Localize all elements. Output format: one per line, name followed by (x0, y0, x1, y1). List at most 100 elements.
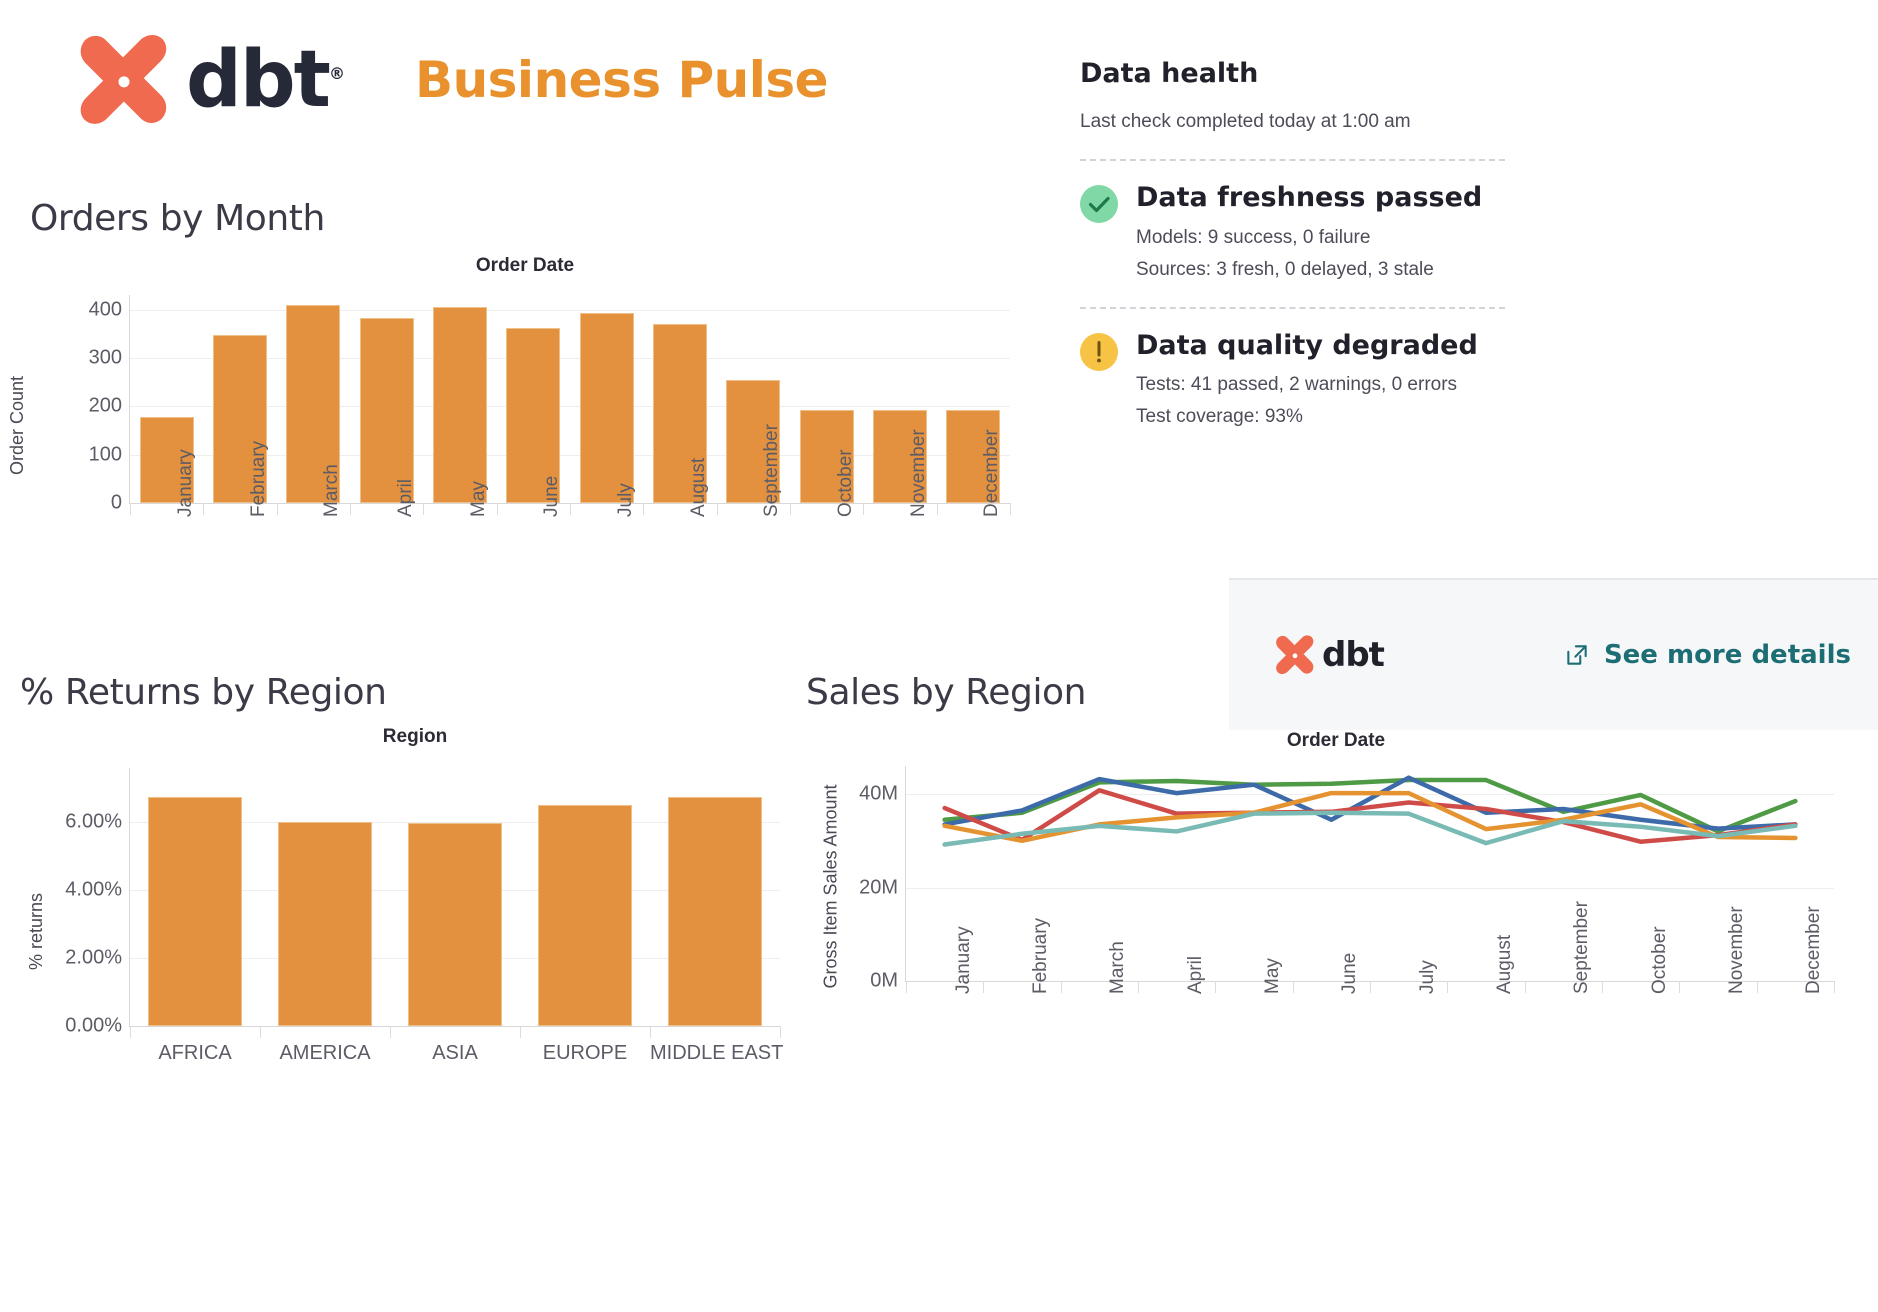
bar[interactable] (139, 416, 194, 503)
orders-x-axis: January February March April May June July Augu… (130, 424, 1010, 631)
page-title: Business Pulse (414, 51, 829, 109)
x-axis-line (129, 503, 1010, 504)
x-axis-tick-label: May (468, 481, 489, 517)
x-axis-tick (130, 503, 131, 515)
exclamation-circle-icon (1080, 332, 1118, 371)
x-axis-tick (203, 503, 205, 515)
x-axis-tick (276, 503, 278, 515)
bar[interactable] (872, 409, 928, 503)
line-series-series-green[interactable] (942, 777, 1798, 834)
sales-lines (942, 775, 1798, 847)
divider (1080, 306, 1505, 309)
y-axis-tick-label: 0M (870, 969, 898, 992)
x-axis-tick-label: November (1726, 906, 1747, 994)
bar[interactable] (359, 318, 414, 503)
x-axis-tick-label: July (1416, 960, 1438, 994)
x-axis-tick-label: December (1803, 906, 1825, 994)
x-axis-tick (260, 1026, 261, 1038)
x-axis-tick-label: February (1030, 917, 1051, 994)
y-axis-line (129, 768, 130, 1026)
returns-panel-title: % Returns by Region (20, 672, 387, 713)
see-more-details-label: See more details (1603, 640, 1851, 670)
x-axis-tick-label: January (174, 449, 196, 517)
see-more-details-card[interactable]: dbt See more details (1229, 578, 1878, 730)
returns-y-axis: 0.00% 2.00% 4.00% 6.00% (20, 768, 122, 1037)
bar[interactable] (286, 305, 341, 503)
dbt-wordmark: dbt® (186, 35, 345, 125)
line-series-series-red[interactable] (942, 788, 1798, 844)
x-axis-tick (520, 1026, 521, 1038)
data-health-subtitle: Last check completed today at 1:00 am (1080, 111, 1411, 132)
x-axis-tick (1834, 981, 1835, 993)
quality-headline: Data quality degraded (1136, 329, 1478, 361)
x-axis-tick-label: July (614, 483, 636, 517)
y-axis-tick-label: 300 (88, 346, 122, 369)
bar[interactable] (668, 796, 762, 1026)
bar[interactable] (408, 822, 502, 1026)
see-more-details-link[interactable]: See more details (1564, 640, 1851, 670)
x-axis-tick (1010, 503, 1011, 515)
gridline (130, 822, 780, 824)
x-axis-tick (1447, 981, 1449, 993)
x-axis-tick (643, 503, 645, 515)
line-series-series-teal[interactable] (942, 810, 1798, 847)
bar[interactable] (212, 335, 268, 503)
dbt-logo: dbt® (78, 34, 345, 126)
x-axis-tick-label: April (1184, 955, 1206, 994)
bar[interactable] (432, 306, 488, 503)
x-axis-tick-label: April (394, 478, 416, 517)
line-series-series-blue[interactable] (942, 775, 1798, 831)
x-axis-tick (1756, 981, 1758, 993)
orders-plot-area (129, 295, 1011, 515)
x-axis-tick-label: October (834, 449, 856, 517)
x-axis-tick-label: October (1648, 926, 1670, 994)
x-axis-tick (790, 503, 791, 515)
cta-dbt-logo: dbt (1275, 635, 1385, 675)
x-axis-tick (496, 503, 498, 515)
x-axis-tick (983, 981, 985, 993)
bar[interactable] (278, 821, 372, 1026)
x-axis-tick-label: June (1339, 952, 1361, 994)
bar[interactable] (946, 409, 1001, 503)
data-health-panel: Data health Last check completed today a… (1080, 58, 1640, 428)
x-axis-tick-label: August (1494, 934, 1515, 994)
orders-panel-title: Orders by Month (30, 198, 325, 239)
cta-dbt-wordmark: dbt (1322, 635, 1385, 675)
x-axis-tick (350, 503, 351, 515)
x-axis-tick (906, 981, 907, 993)
x-axis-tick (390, 1026, 391, 1038)
x-axis-tick-label: MIDDLE EAST (650, 1042, 784, 1064)
x-axis-tick (780, 1026, 781, 1038)
x-axis-line (905, 981, 1834, 982)
x-axis-tick (716, 503, 718, 515)
check-circle-icon (1080, 185, 1118, 223)
dashboard-header: dbt® Business Pulse (78, 34, 829, 126)
gridline (130, 357, 1010, 359)
y-axis-line (905, 766, 906, 981)
data-health-item-quality: Data quality degraded Tests: 41 passed, … (1080, 329, 1640, 429)
x-axis-tick-label: March (1107, 941, 1129, 994)
y-axis-tick-label: 4.00% (65, 878, 122, 901)
gridline (130, 309, 1010, 311)
x-axis-tick-label: January (952, 926, 974, 994)
y-axis-tick-label: 0 (110, 491, 122, 514)
bar[interactable] (148, 796, 242, 1026)
x-axis-tick (1524, 981, 1526, 993)
data-health-title: Data health (1080, 58, 1259, 89)
x-axis-tick (130, 1026, 131, 1038)
data-health-item-freshness: Data freshness passed Models: 9 success,… (1080, 183, 1640, 281)
dbt-logo-mark-icon (80, 34, 167, 124)
gridline (130, 454, 1010, 456)
x-axis-tick-label: August (688, 457, 709, 517)
bar[interactable] (579, 313, 634, 503)
y-axis-tick-label: 200 (88, 394, 122, 417)
bar[interactable] (506, 327, 561, 503)
gridline (130, 406, 1010, 408)
bar[interactable] (538, 805, 632, 1026)
bar[interactable] (726, 380, 781, 503)
sales-plot-area (905, 766, 1835, 993)
bar[interactable] (799, 409, 854, 503)
bar[interactable] (652, 323, 708, 503)
returns-x-axis: AFRICA AMERICA ASIA EUROPE MIDDLE EAST (130, 1034, 784, 1074)
orders-by-month-chart: Order Date Order Count 0 100 200 300 400 Jan… (7, 255, 1020, 635)
